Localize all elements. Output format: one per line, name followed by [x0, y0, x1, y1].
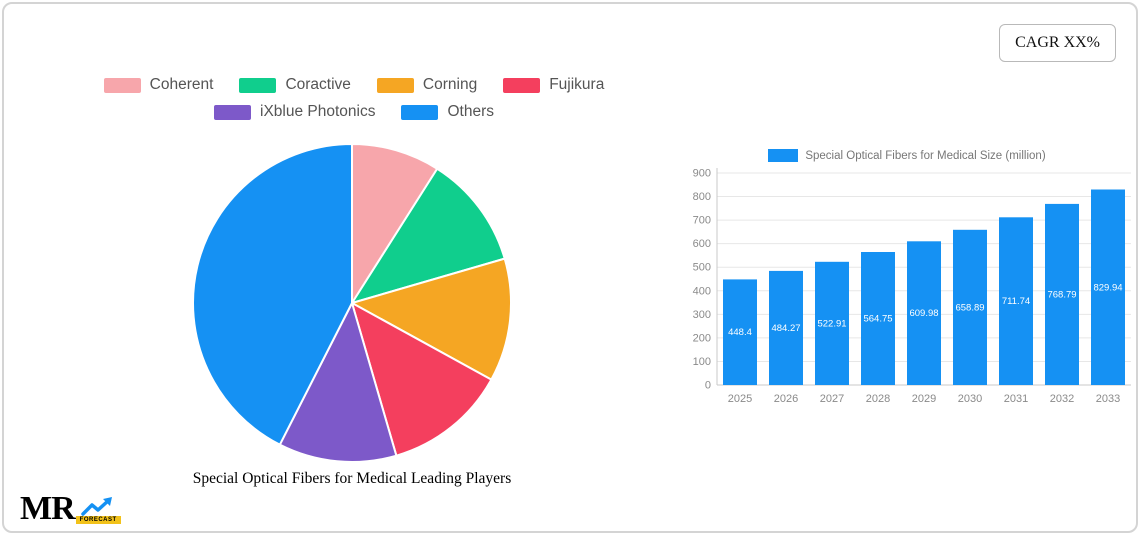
bar-2030[interactable] [953, 229, 987, 385]
bar-chart: 0 100 200 300 400 500 600 700 800 900 448.4 2025 484… [693, 168, 1131, 405]
x-tick-label: 2027 [820, 393, 844, 405]
bar-value-label: 658.89 [955, 302, 984, 313]
pie-chart [192, 143, 512, 463]
legend-swatch [401, 104, 439, 120]
x-tick-label: 2032 [1050, 393, 1074, 405]
x-tick-label: 2026 [774, 393, 798, 405]
bar-2032[interactable] [1045, 203, 1079, 385]
bar-2025[interactable] [723, 279, 757, 385]
logo-arrow-icon [81, 497, 113, 516]
x-tick-label: 2028 [866, 393, 890, 405]
y-tick-label: 600 [693, 238, 711, 250]
bar-value-label: 768.79 [1047, 290, 1076, 301]
pie-legend-item-coractive[interactable]: Coractive [239, 76, 351, 94]
pie-legend-item-others[interactable]: Others [401, 103, 494, 121]
y-tick-label: 700 [693, 215, 711, 227]
bar-legend-swatch [768, 149, 799, 162]
bar-2029[interactable] [907, 241, 941, 385]
bar-2028[interactable] [861, 252, 895, 385]
legend-swatch [503, 77, 541, 93]
bar-2026[interactable] [769, 270, 803, 385]
legend-label: Others [447, 103, 494, 120]
pie-chart-title: Special Optical Fibers for Medical Leadi… [192, 470, 512, 487]
y-tick-label: 400 [693, 285, 711, 297]
y-tick-label: 0 [705, 380, 711, 392]
y-tick-label: 800 [693, 191, 711, 203]
legend-swatch [376, 77, 414, 93]
cagr-badge[interactable]: CAGR XX% [999, 24, 1116, 62]
legend-label: Coherent [149, 76, 214, 93]
legend-label: iXblue Photonics [260, 103, 376, 120]
x-tick-label: 2033 [1096, 393, 1120, 405]
bar-2031[interactable] [999, 217, 1033, 385]
y-tick-label: 200 [693, 332, 711, 344]
logo-forecast-tag: FORECAST [75, 516, 121, 524]
bar-2033[interactable] [1091, 189, 1125, 386]
legend-label: Corning [422, 76, 478, 93]
bar-legend-label: Special Optical Fibers for Medical Size … [805, 149, 1046, 162]
x-tick-label: 2029 [912, 393, 936, 405]
bar-value-label: 522.91 [817, 318, 846, 329]
legend-swatch [214, 104, 251, 120]
pie-legend-item-corning[interactable]: Corning [376, 76, 478, 94]
x-tick-label: 2031 [1004, 393, 1028, 405]
pie-slice-fujikura[interactable] [351, 302, 493, 457]
pie-slice-ixblue-photonics[interactable] [278, 302, 398, 463]
pie-legend: Coherent Coractive Corning Fujikura iXblue P… [44, 76, 664, 121]
y-tick-label: 300 [693, 309, 711, 321]
pie-legend-item-coherent[interactable]: Coherent [103, 76, 214, 94]
y-tick-label: 900 [693, 168, 711, 180]
legend-swatch [103, 77, 141, 93]
pie-slice-corning[interactable] [351, 257, 512, 381]
x-tick-label: 2030 [958, 393, 982, 405]
bar-value-label: 564.75 [863, 314, 892, 325]
legend-label: Fujikura [549, 76, 605, 93]
bar-value-label: 609.98 [909, 308, 938, 319]
y-tick-label: 100 [693, 356, 711, 368]
legend-label: Coractive [285, 76, 351, 93]
bar-legend[interactable]: Special Optical Fibers for Medical Size … [672, 149, 1140, 162]
pie-legend-item-ixblue-photonics[interactable]: iXblue Photonics [214, 103, 375, 121]
pie-legend-item-fujikura[interactable]: Fujikura [503, 76, 604, 94]
legend-swatch [239, 77, 277, 93]
pie-slice-others[interactable] [192, 143, 353, 446]
pie-slice-coherent[interactable] [351, 143, 439, 304]
bar-2027[interactable] [815, 261, 849, 385]
x-tick-label: 2025 [728, 393, 752, 405]
y-tick-label: 500 [693, 262, 711, 274]
mrforecast-logo: MR FORECAST [20, 490, 121, 527]
logo-brand-text: MR [20, 490, 76, 527]
bar-value-label: 448.4 [728, 327, 752, 338]
bar-value-label: 829.94 [1093, 282, 1122, 293]
bar-value-label: 711.74 [1002, 296, 1030, 307]
bar-value-label: 484.27 [771, 323, 800, 334]
